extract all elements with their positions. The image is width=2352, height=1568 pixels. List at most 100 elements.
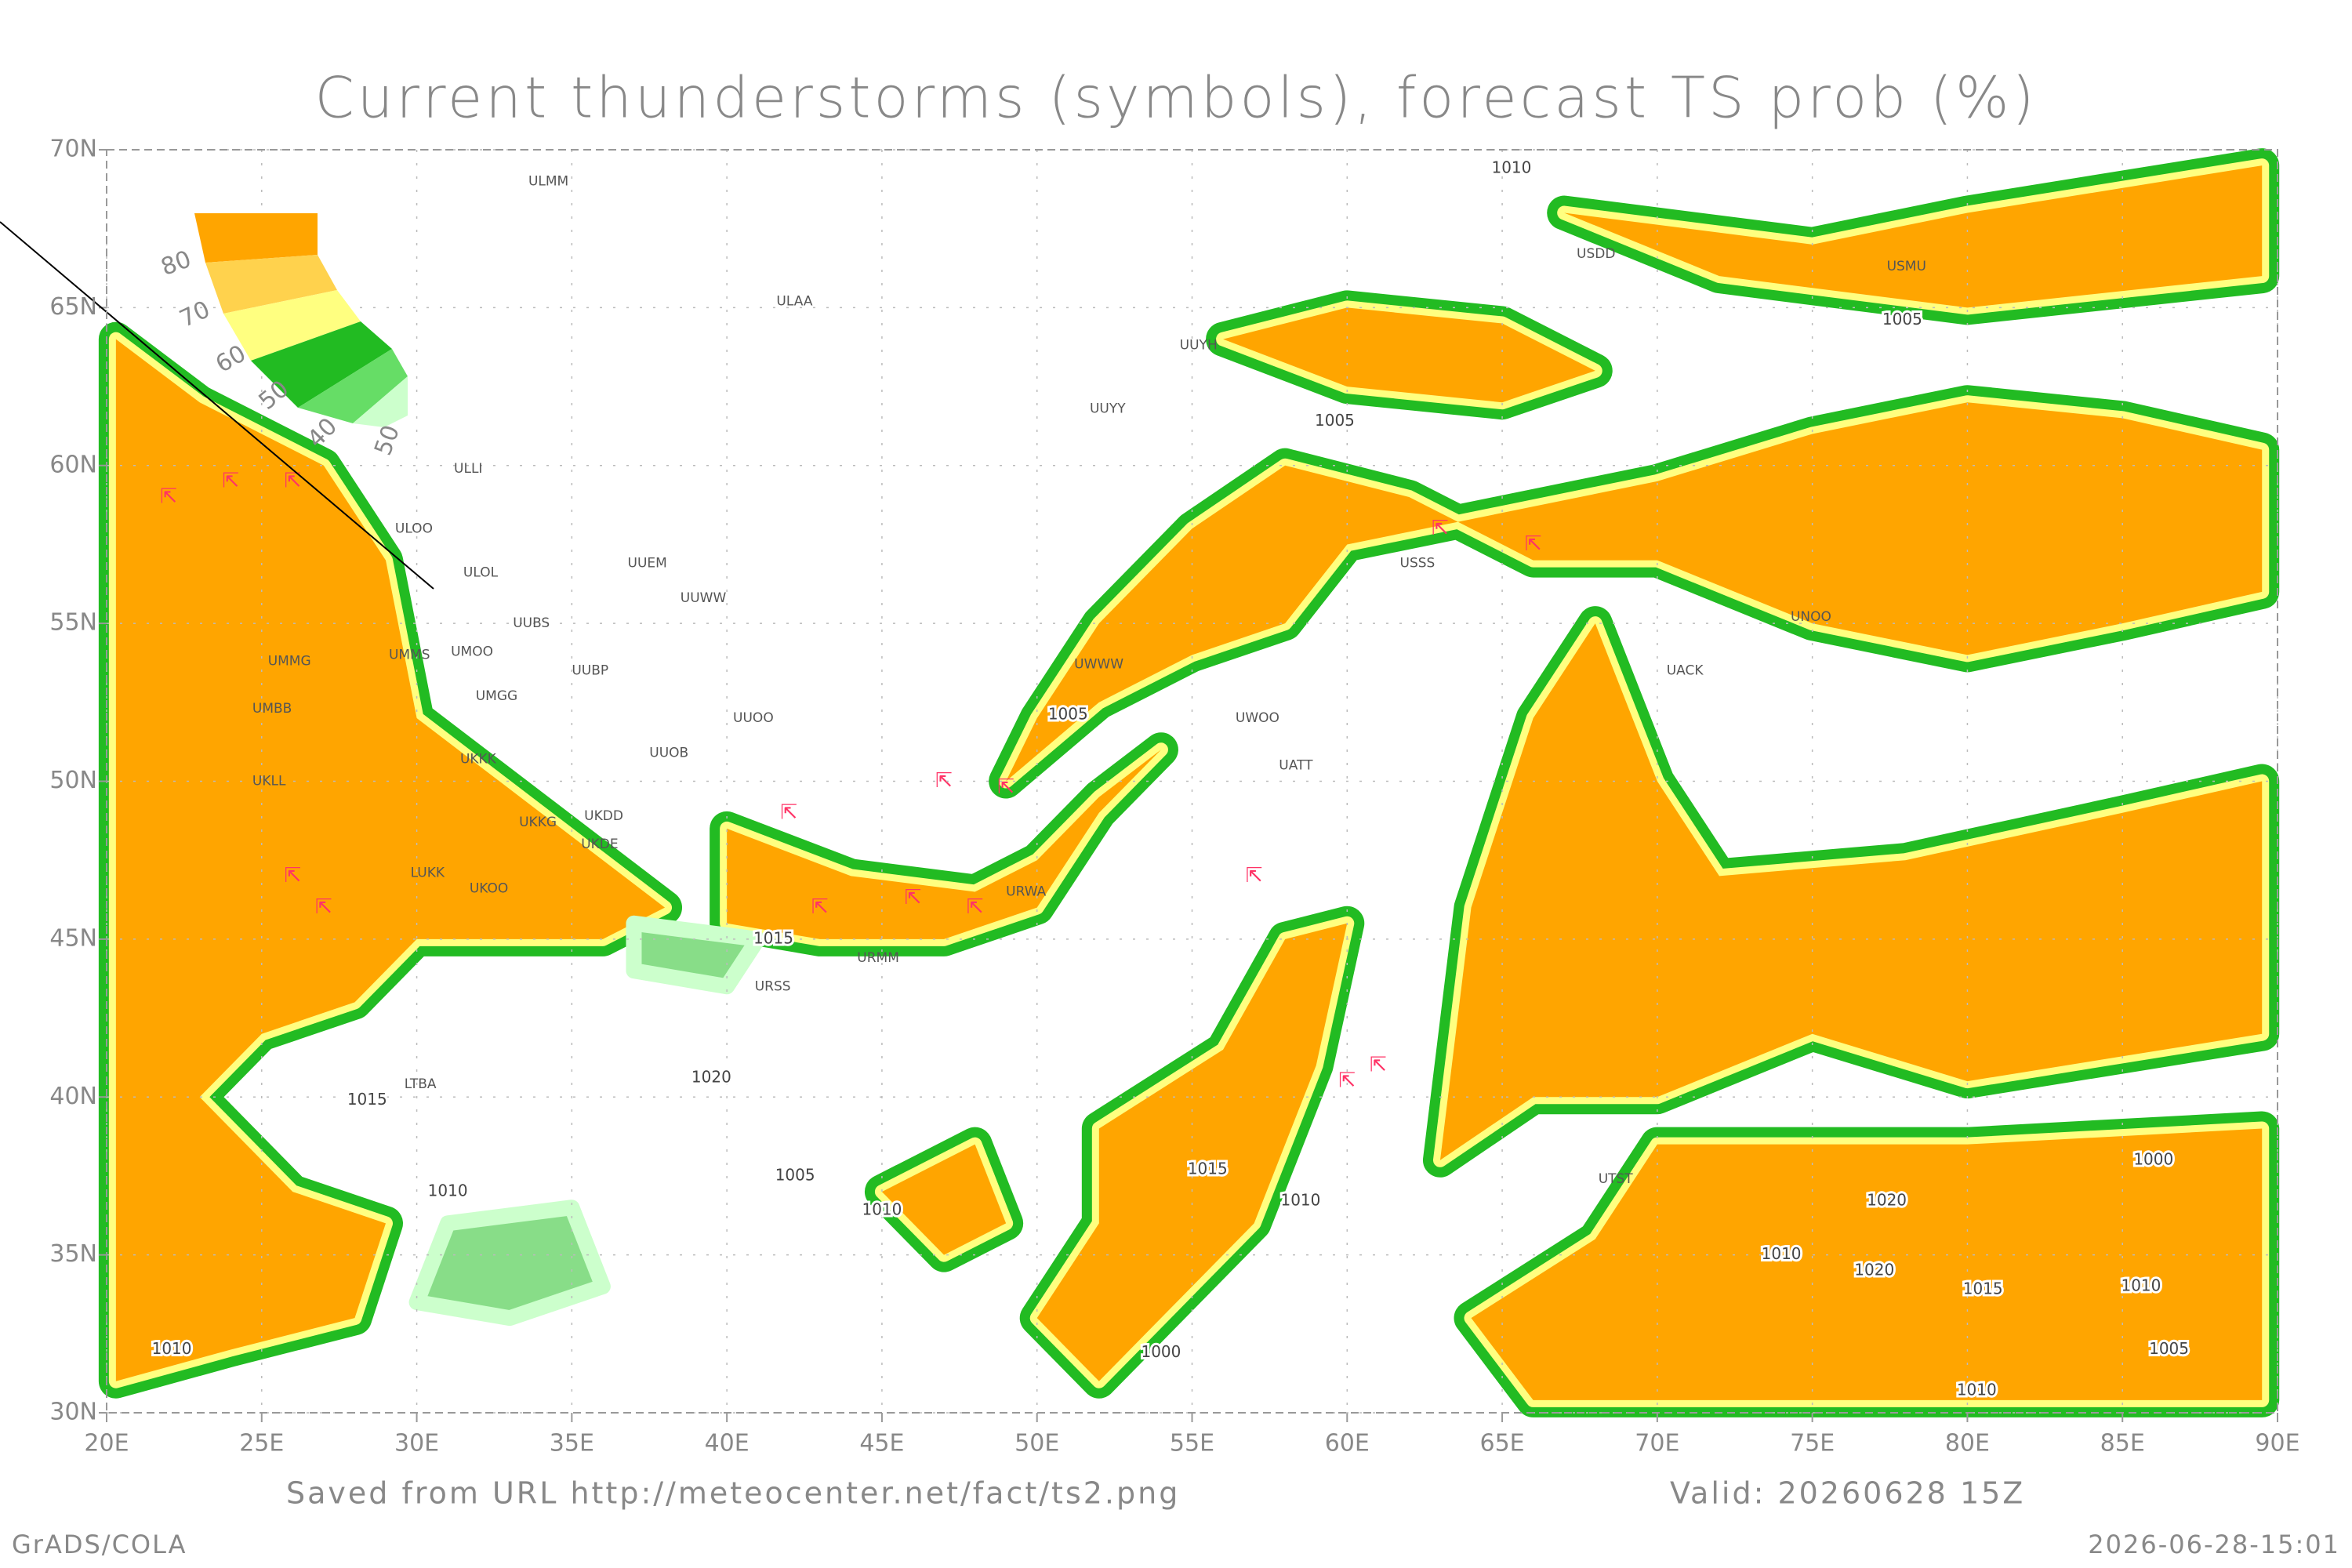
isobar-label: 1005 — [2149, 1339, 2189, 1358]
ts-symbol: ⇱ — [905, 886, 922, 909]
x-tick-label: 35E — [550, 1430, 594, 1457]
legend-40 — [298, 349, 408, 423]
station-label: LUKK — [411, 865, 445, 880]
station-label: UKOO — [470, 880, 508, 896]
ts-prob-low — [408, 1200, 611, 1327]
x-tick-label: 55E — [1170, 1430, 1214, 1457]
x-tick-label: 85E — [2100, 1430, 2145, 1457]
ts-symbol: ⇱ — [935, 769, 953, 793]
x-tick-label: 60E — [1325, 1430, 1370, 1457]
ts-symbol: ⇱ — [1338, 1069, 1356, 1093]
station-label: LTBA — [405, 1076, 437, 1092]
isobar-label: 1020 — [1854, 1260, 1894, 1279]
isobar-label: 1010 — [1491, 158, 1531, 177]
station-label: UUWW — [681, 590, 727, 606]
legend-line — [0, 221, 434, 590]
ts-prob-high — [881, 1144, 1007, 1255]
probability-field: ⇱ ⇱ ⇱ ⇱ ⇱ ⇱ ⇱ ⇱ ⇱ ⇱ ⇱ ⇱ ⇱ ⇱ ⇱ ⇱ — [98, 148, 2280, 1417]
station-label: UUYY — [1090, 401, 1126, 416]
station-label: URWA — [1006, 884, 1046, 899]
station-label: UKDE — [581, 837, 618, 852]
ts-symbol: ⇱ — [315, 895, 332, 919]
x-tick-label: 20E — [84, 1430, 129, 1457]
ts-symbol: ⇱ — [1246, 864, 1263, 887]
station-label: ULOO — [395, 521, 433, 536]
x-tick-label: 80E — [1945, 1430, 1990, 1457]
source-url: Saved from URL http://meteocenter.net/fa… — [286, 1476, 1180, 1511]
y-tick-label: 55N — [49, 609, 97, 637]
ts-symbol: ⇱ — [1370, 1053, 1387, 1076]
station-label: UUOB — [649, 745, 688, 760]
station-label: ULLI — [454, 461, 482, 477]
isobar-label: 1015 — [1963, 1279, 2003, 1298]
title: Current thunderstorms (symbols), forecas… — [314, 65, 2037, 131]
x-tick-label: 70E — [1635, 1430, 1679, 1457]
x-tick-label: 90E — [2255, 1430, 2299, 1457]
x-tick-label: 75E — [1790, 1430, 1835, 1457]
brand: GrADS/COLA — [12, 1530, 187, 1559]
station-label: UKLL — [252, 774, 286, 789]
legend-50 — [251, 321, 392, 408]
timestamp: 2026-06-28-15:01 — [2088, 1530, 2340, 1559]
isobar-label: 1010 — [2121, 1276, 2161, 1294]
station-label: UUBP — [572, 663, 608, 679]
y-tick-label: 60N — [49, 451, 97, 478]
station-label: UNOO — [1791, 609, 1831, 625]
isobar-label: 1005 — [775, 1165, 815, 1184]
station-label: UKDD — [584, 808, 623, 824]
isobar-label: 1005 — [1048, 704, 1088, 723]
x-tick-label: 25E — [239, 1430, 284, 1457]
ts-prob-high — [1471, 1128, 2263, 1400]
x-tick-label: 40E — [705, 1430, 750, 1457]
ts-prob-high — [1006, 402, 2263, 782]
station-label: URMM — [857, 950, 899, 966]
ts-prob-high — [1564, 165, 2263, 308]
isobar-label: 1000 — [1141, 1342, 1181, 1361]
isobar-label: 1015 — [1188, 1159, 1228, 1178]
ts-symbol: ⇱ — [1432, 517, 1449, 540]
grid — [99, 149, 2278, 1422]
station-label: UMOO — [451, 644, 493, 659]
x-tick-label: 30E — [394, 1430, 439, 1457]
isobar-label: 1015 — [753, 928, 793, 947]
station-label: ULMM — [528, 173, 568, 189]
ts-symbol: ⇱ — [967, 895, 984, 919]
station-label: UATT — [1279, 757, 1313, 773]
station-label: ULAA — [776, 293, 812, 309]
valid-time: Valid: 20260628 15Z — [1670, 1476, 2025, 1511]
ts-prob-high — [727, 750, 1161, 939]
isobar-label: 1005 — [1882, 310, 1922, 328]
isobar-label: 1010 — [1762, 1244, 1802, 1263]
ts-symbol: ⇱ — [160, 485, 177, 509]
ts-prob-high — [1036, 923, 1348, 1381]
ts-symbol: ⇱ — [222, 469, 239, 492]
ts-prob-high — [1439, 623, 2263, 1160]
station-label: UUBS — [513, 615, 550, 631]
station-label: USDD — [1577, 246, 1615, 262]
isobar-label: 1010 — [862, 1200, 902, 1219]
isobar-label: 1010 — [152, 1339, 192, 1358]
station-label: USSS — [1400, 556, 1436, 572]
station-label: UMMG — [268, 653, 311, 669]
station-label: UACK — [1667, 663, 1704, 679]
x-tick-label: 50E — [1014, 1430, 1059, 1457]
isobar-label: 1005 — [1315, 411, 1355, 430]
ts-symbol: ⇱ — [284, 864, 301, 887]
station-label: UMGG — [476, 688, 517, 704]
ts-symbol: ⇱ — [780, 800, 797, 824]
legend-60 — [223, 290, 361, 361]
station-label: UWOO — [1236, 710, 1279, 726]
x-tick-label: 65E — [1480, 1430, 1525, 1457]
station-label: USMU — [1887, 259, 1926, 274]
map-frame — [106, 149, 2278, 1414]
ts-symbol: ⇱ — [284, 469, 301, 492]
station-label: UUEM — [628, 556, 667, 572]
ts-symbol: ⇱ — [997, 775, 1014, 799]
legend-30 — [353, 376, 408, 427]
ts-prob-high — [115, 339, 666, 1381]
isobar-label: 1020 — [1867, 1191, 1907, 1210]
labels: 20E 25E 30E 35E 40E 45E 50E 55E 60E 65E 70E 75E 80E 8… — [49, 136, 2299, 1457]
y-tick-label: 50N — [49, 767, 97, 794]
ts-prob-low — [626, 915, 766, 995]
